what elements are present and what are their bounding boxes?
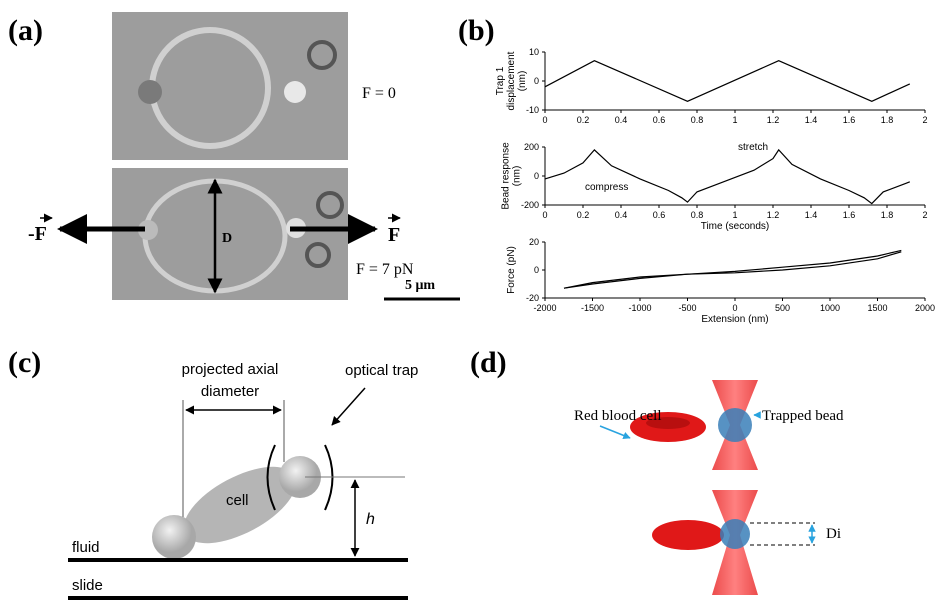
y-axis-label: Bead response: [501, 142, 512, 210]
x-tick-label: 1.8: [881, 115, 894, 125]
x-tick-label: 1.6: [843, 210, 856, 220]
panel-label: (c): [8, 346, 41, 379]
x-tick-label: 0: [542, 115, 547, 125]
x-tick-label: 0.6: [653, 210, 666, 220]
force-value: F = 7 pN: [356, 261, 414, 278]
data-line: [563, 249, 902, 289]
height-label: h: [366, 511, 375, 528]
x-tick-label: 0.2: [577, 115, 590, 125]
panel-label: (d): [470, 346, 507, 379]
bead: [284, 81, 306, 103]
x-tick-label: 0.4: [615, 115, 628, 125]
y-tick-label: 20: [529, 237, 539, 247]
data-line: [544, 60, 911, 102]
bead: [718, 408, 752, 442]
annotation: stretch: [738, 142, 768, 153]
y-axis-label: Force (pN): [506, 246, 517, 294]
x-tick-label: -1000: [628, 303, 651, 313]
red-blood-cell: [652, 520, 724, 550]
x-tick-label: -500: [678, 303, 696, 313]
x-tick-label: 1500: [867, 303, 887, 313]
x-tick-label: 0: [542, 210, 547, 220]
annotation: diameter: [201, 383, 259, 400]
x-tick-label: 0: [732, 303, 737, 313]
region-label: fluid: [72, 539, 100, 556]
x-tick-label: 1.4: [805, 115, 818, 125]
y-tick-label: 0: [534, 76, 539, 86]
annotation: Red blood cell: [574, 408, 661, 424]
pointer-arrow: [331, 387, 366, 426]
x-tick-label: 1.4: [805, 210, 818, 220]
y-tick-label: 0: [534, 265, 539, 275]
cell-label: cell: [226, 492, 249, 509]
panel-label: (b): [458, 14, 495, 47]
x-tick-label: 2000: [915, 303, 935, 313]
x-tick-label: 1.6: [843, 115, 856, 125]
y-axis-label: Trap 1: [495, 66, 506, 95]
panel-label: (a): [8, 14, 43, 47]
x-tick-label: 1000: [820, 303, 840, 313]
x-tick-label: 2: [922, 210, 927, 220]
y-tick-label: 10: [529, 47, 539, 57]
bead: [138, 220, 158, 240]
annotation: Trapped bead: [762, 408, 844, 424]
x-tick-label: 0.8: [691, 210, 704, 220]
x-tick-label: 1: [732, 115, 737, 125]
x-axis-label: Extension (nm): [701, 314, 768, 325]
y-tick-label: -20: [526, 293, 539, 303]
x-tick-label: 0.2: [577, 210, 590, 220]
debris: [305, 242, 331, 268]
x-tick-label: -2000: [533, 303, 556, 313]
annotation: optical trap: [345, 362, 418, 379]
debris: [316, 191, 344, 219]
debris: [307, 40, 337, 70]
pointer-arrow: [599, 425, 631, 439]
x-tick-label: 1.2: [767, 115, 780, 125]
trap-arc: [266, 444, 276, 511]
scale-label: 5 μm: [405, 278, 435, 293]
cell-dimple: [646, 417, 690, 429]
x-tick-label: 0.8: [691, 115, 704, 125]
bead: [152, 515, 196, 559]
data-line: [544, 148, 911, 205]
bead: [138, 80, 162, 104]
x-tick-label: 500: [775, 303, 790, 313]
x-tick-label: 1.2: [767, 210, 780, 220]
annotation: projected axial: [182, 361, 279, 378]
y-axis-label: displacement: [506, 51, 517, 110]
x-tick-label: 2: [922, 115, 927, 125]
x-axis-label: Time (seconds): [701, 221, 770, 232]
region-label: slide: [72, 577, 103, 594]
x-tick-label: 0.4: [615, 210, 628, 220]
y-tick-label: 0: [534, 171, 539, 181]
y-axis-label: (nm): [517, 71, 528, 92]
annotation: Di: [826, 526, 841, 542]
force-value: F = 0: [362, 85, 396, 102]
x-tick-label: 0.6: [653, 115, 666, 125]
y-tick-label: -200: [521, 200, 539, 210]
diameter-label: D: [222, 231, 232, 246]
x-tick-label: -1500: [581, 303, 604, 313]
y-axis-label: (nm): [512, 166, 523, 187]
x-tick-label: 1: [732, 210, 737, 220]
bead: [279, 456, 321, 498]
force-label: -F: [28, 223, 47, 245]
bead: [720, 519, 750, 549]
annotation: compress: [585, 182, 628, 193]
y-tick-label: 200: [524, 142, 539, 152]
y-tick-label: -10: [526, 105, 539, 115]
force-label: F: [388, 224, 400, 246]
x-tick-label: 1.8: [881, 210, 894, 220]
data-line: [563, 251, 902, 289]
